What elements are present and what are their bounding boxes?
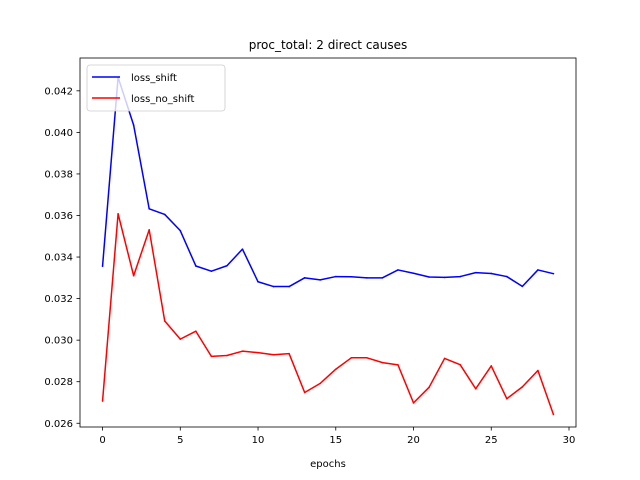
data-point-loss_no_shift	[397, 364, 399, 366]
data-point-loss_shift	[490, 272, 493, 275]
data-point-loss_shift	[272, 285, 275, 288]
data-point-loss_shift	[210, 270, 213, 272]
data-point-loss_no_shift	[474, 387, 477, 390]
x-tick-label: 20	[407, 435, 420, 446]
data-point-loss_no_shift	[443, 357, 446, 360]
data-point-loss_no_shift	[506, 397, 508, 400]
y-tick-label: 0.026	[44, 419, 73, 430]
data-point-loss_no_shift	[459, 363, 461, 366]
series-line-loss_no_shift	[101, 213, 555, 415]
data-point-loss_no_shift	[521, 386, 524, 388]
data-point-loss_no_shift	[195, 330, 197, 333]
chart-title: proc_total: 2 direct causes	[249, 38, 408, 52]
legend-box	[86, 64, 226, 112]
y-tick-label: 0.038	[44, 169, 73, 180]
data-point-loss_shift	[163, 213, 166, 216]
x-tick-label: 0	[99, 435, 105, 446]
data-point-loss_shift	[101, 265, 104, 267]
data-point-loss_no_shift	[101, 400, 104, 402]
axes-frame	[79, 57, 577, 428]
legend: loss_shift loss_no_shift	[86, 64, 226, 112]
data-point-loss_no_shift	[412, 402, 415, 404]
x-tick-label: 5	[177, 435, 183, 446]
data-point-loss_no_shift	[241, 350, 244, 352]
data-point-loss_shift	[506, 275, 508, 278]
data-point-loss_shift	[132, 124, 135, 126]
data-point-loss_no_shift	[148, 229, 150, 231]
data-point-loss_shift	[428, 276, 430, 278]
data-point-loss_shift	[474, 271, 477, 274]
y-tick-label: 0.032	[44, 294, 73, 305]
data-point-loss_no_shift	[288, 352, 290, 355]
data-point-loss_shift	[319, 279, 322, 281]
y-tick-label: 0.028	[44, 377, 73, 388]
y-tick-label: 0.036	[44, 211, 73, 222]
data-point-loss_no_shift	[334, 368, 337, 371]
x-axis-label: epochs	[310, 459, 346, 470]
data-point-loss_no_shift	[117, 213, 119, 215]
data-point-loss_no_shift	[428, 386, 430, 389]
data-point-loss_no_shift	[210, 355, 213, 358]
data-point-loss_shift	[537, 269, 539, 271]
data-point-loss_shift	[366, 277, 368, 279]
data-point-loss_shift	[288, 285, 290, 288]
data-point-loss_shift	[397, 269, 399, 271]
x-tick-label: 25	[485, 435, 498, 446]
data-point-loss_no_shift	[272, 353, 275, 356]
data-point-loss_no_shift	[226, 354, 228, 357]
data-point-loss_no_shift	[179, 338, 182, 340]
data-point-loss_shift	[412, 272, 415, 275]
data-point-loss_shift	[334, 275, 337, 278]
data-point-loss_shift	[350, 275, 353, 278]
data-point-loss_no_shift	[132, 274, 135, 277]
data-point-loss_no_shift	[490, 365, 493, 367]
legend-label-loss_no_shift: loss_no_shift	[131, 94, 194, 105]
data-point-loss_no_shift	[552, 413, 555, 416]
data-point-loss_shift	[257, 280, 259, 283]
y-tick-label: 0.042	[44, 86, 73, 97]
data-point-loss_shift	[226, 264, 228, 267]
data-point-loss_shift	[303, 277, 306, 279]
data-point-loss_shift	[241, 248, 244, 250]
legend-label-loss_shift: loss_shift	[131, 73, 177, 84]
data-point-loss_no_shift	[319, 382, 322, 385]
data-point-loss_no_shift	[303, 391, 306, 394]
data-point-loss_shift	[148, 208, 150, 210]
data-point-loss_no_shift	[163, 320, 166, 322]
x-tick-label: 30	[563, 435, 576, 446]
data-point-loss_shift	[195, 265, 197, 267]
data-point-loss_shift	[381, 277, 384, 279]
data-point-loss_no_shift	[257, 351, 259, 354]
series-line-loss_shift	[101, 76, 554, 288]
data-point-loss_shift	[459, 275, 461, 278]
data-point-loss_shift	[552, 272, 555, 275]
data-point-loss_shift	[521, 285, 524, 288]
data-point-loss_shift	[179, 229, 182, 232]
x-tick-label: 10	[252, 435, 265, 446]
y-tick-label: 0.040	[44, 128, 73, 139]
y-tick-label: 0.034	[44, 253, 73, 264]
data-point-loss_no_shift	[381, 361, 384, 364]
data-point-loss_no_shift	[537, 369, 539, 372]
data-point-loss_no_shift	[350, 357, 353, 359]
data-point-loss_shift	[443, 276, 446, 279]
y-tick-label: 0.030	[44, 336, 73, 347]
plot-area: 0 5 10 15 20 25 30 0.026 0.028 0.030 0.032 0.034 0.0…	[44, 57, 577, 446]
data-point-loss_no_shift	[366, 357, 368, 359]
x-tick-label: 15	[329, 435, 342, 446]
